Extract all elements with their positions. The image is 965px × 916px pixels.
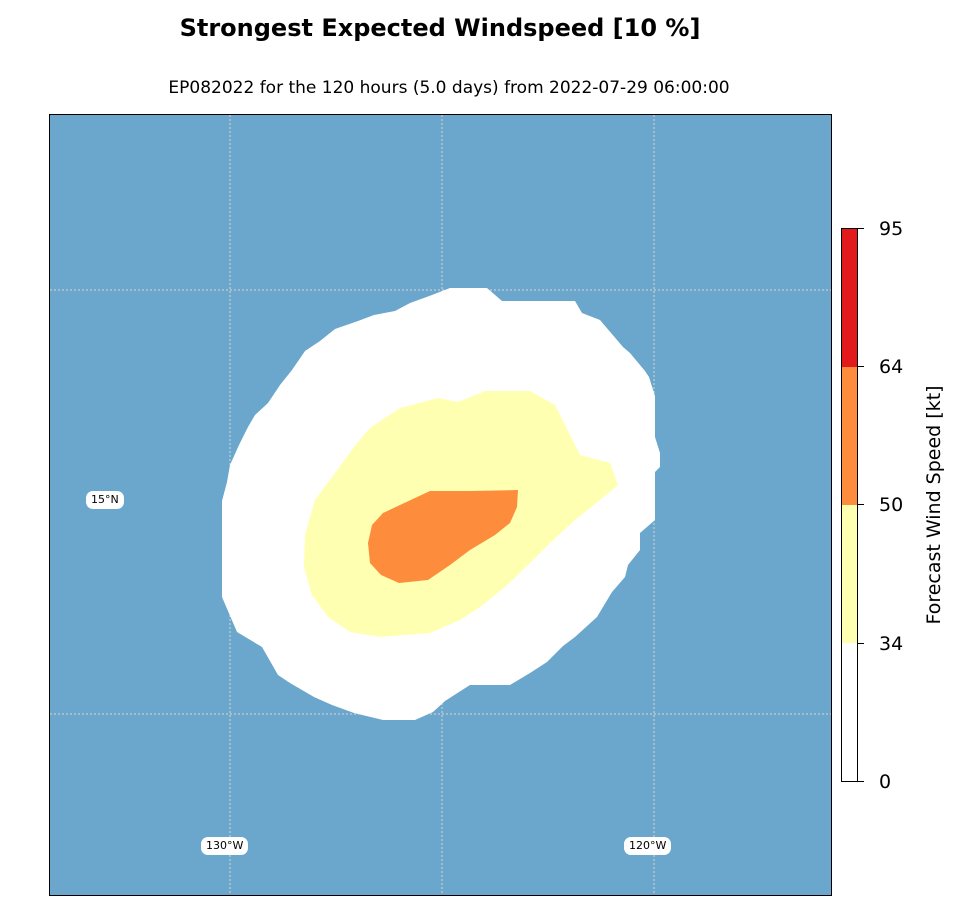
- colorbar: [841, 228, 858, 782]
- colorbar-tick: [858, 366, 864, 367]
- colorbar-segment-0-34: [842, 643, 857, 781]
- gridlines: [50, 115, 831, 895]
- latitude-label-15n: 15°N: [86, 491, 124, 509]
- longitude-label-120w: 120°W: [624, 837, 672, 855]
- colorbar-label: Forecast Wind Speed [kt]: [923, 385, 945, 625]
- colorbar-tick-label-64: 64: [879, 356, 904, 378]
- colorbar-tick: [858, 781, 864, 782]
- colorbar-segment-64-95: [842, 229, 857, 367]
- map-svg: [50, 115, 831, 895]
- colorbar-tick: [858, 504, 864, 505]
- colorbar-tick-label-34: 34: [879, 633, 904, 655]
- colorbar-segment-50-64: [842, 367, 857, 505]
- colorbar-segment-34-50: [842, 505, 857, 643]
- longitude-label-130w: 130°W: [201, 837, 249, 855]
- chart-title: Strongest Expected Windspeed [10 %]: [179, 14, 701, 42]
- colorbar-tick-label-95: 95: [879, 218, 904, 240]
- colorbar-tick-label-0: 0: [879, 771, 892, 793]
- colorbar-tick: [858, 643, 864, 644]
- colorbar-tick-label-50: 50: [879, 494, 904, 516]
- chart-subtitle: EP082022 for the 120 hours (5.0 days) fr…: [168, 78, 730, 98]
- wind-zone-50-64: [368, 490, 518, 583]
- colorbar-tick: [858, 228, 864, 229]
- map-panel[interactable]: 15°N 130°W 120°W: [49, 114, 832, 896]
